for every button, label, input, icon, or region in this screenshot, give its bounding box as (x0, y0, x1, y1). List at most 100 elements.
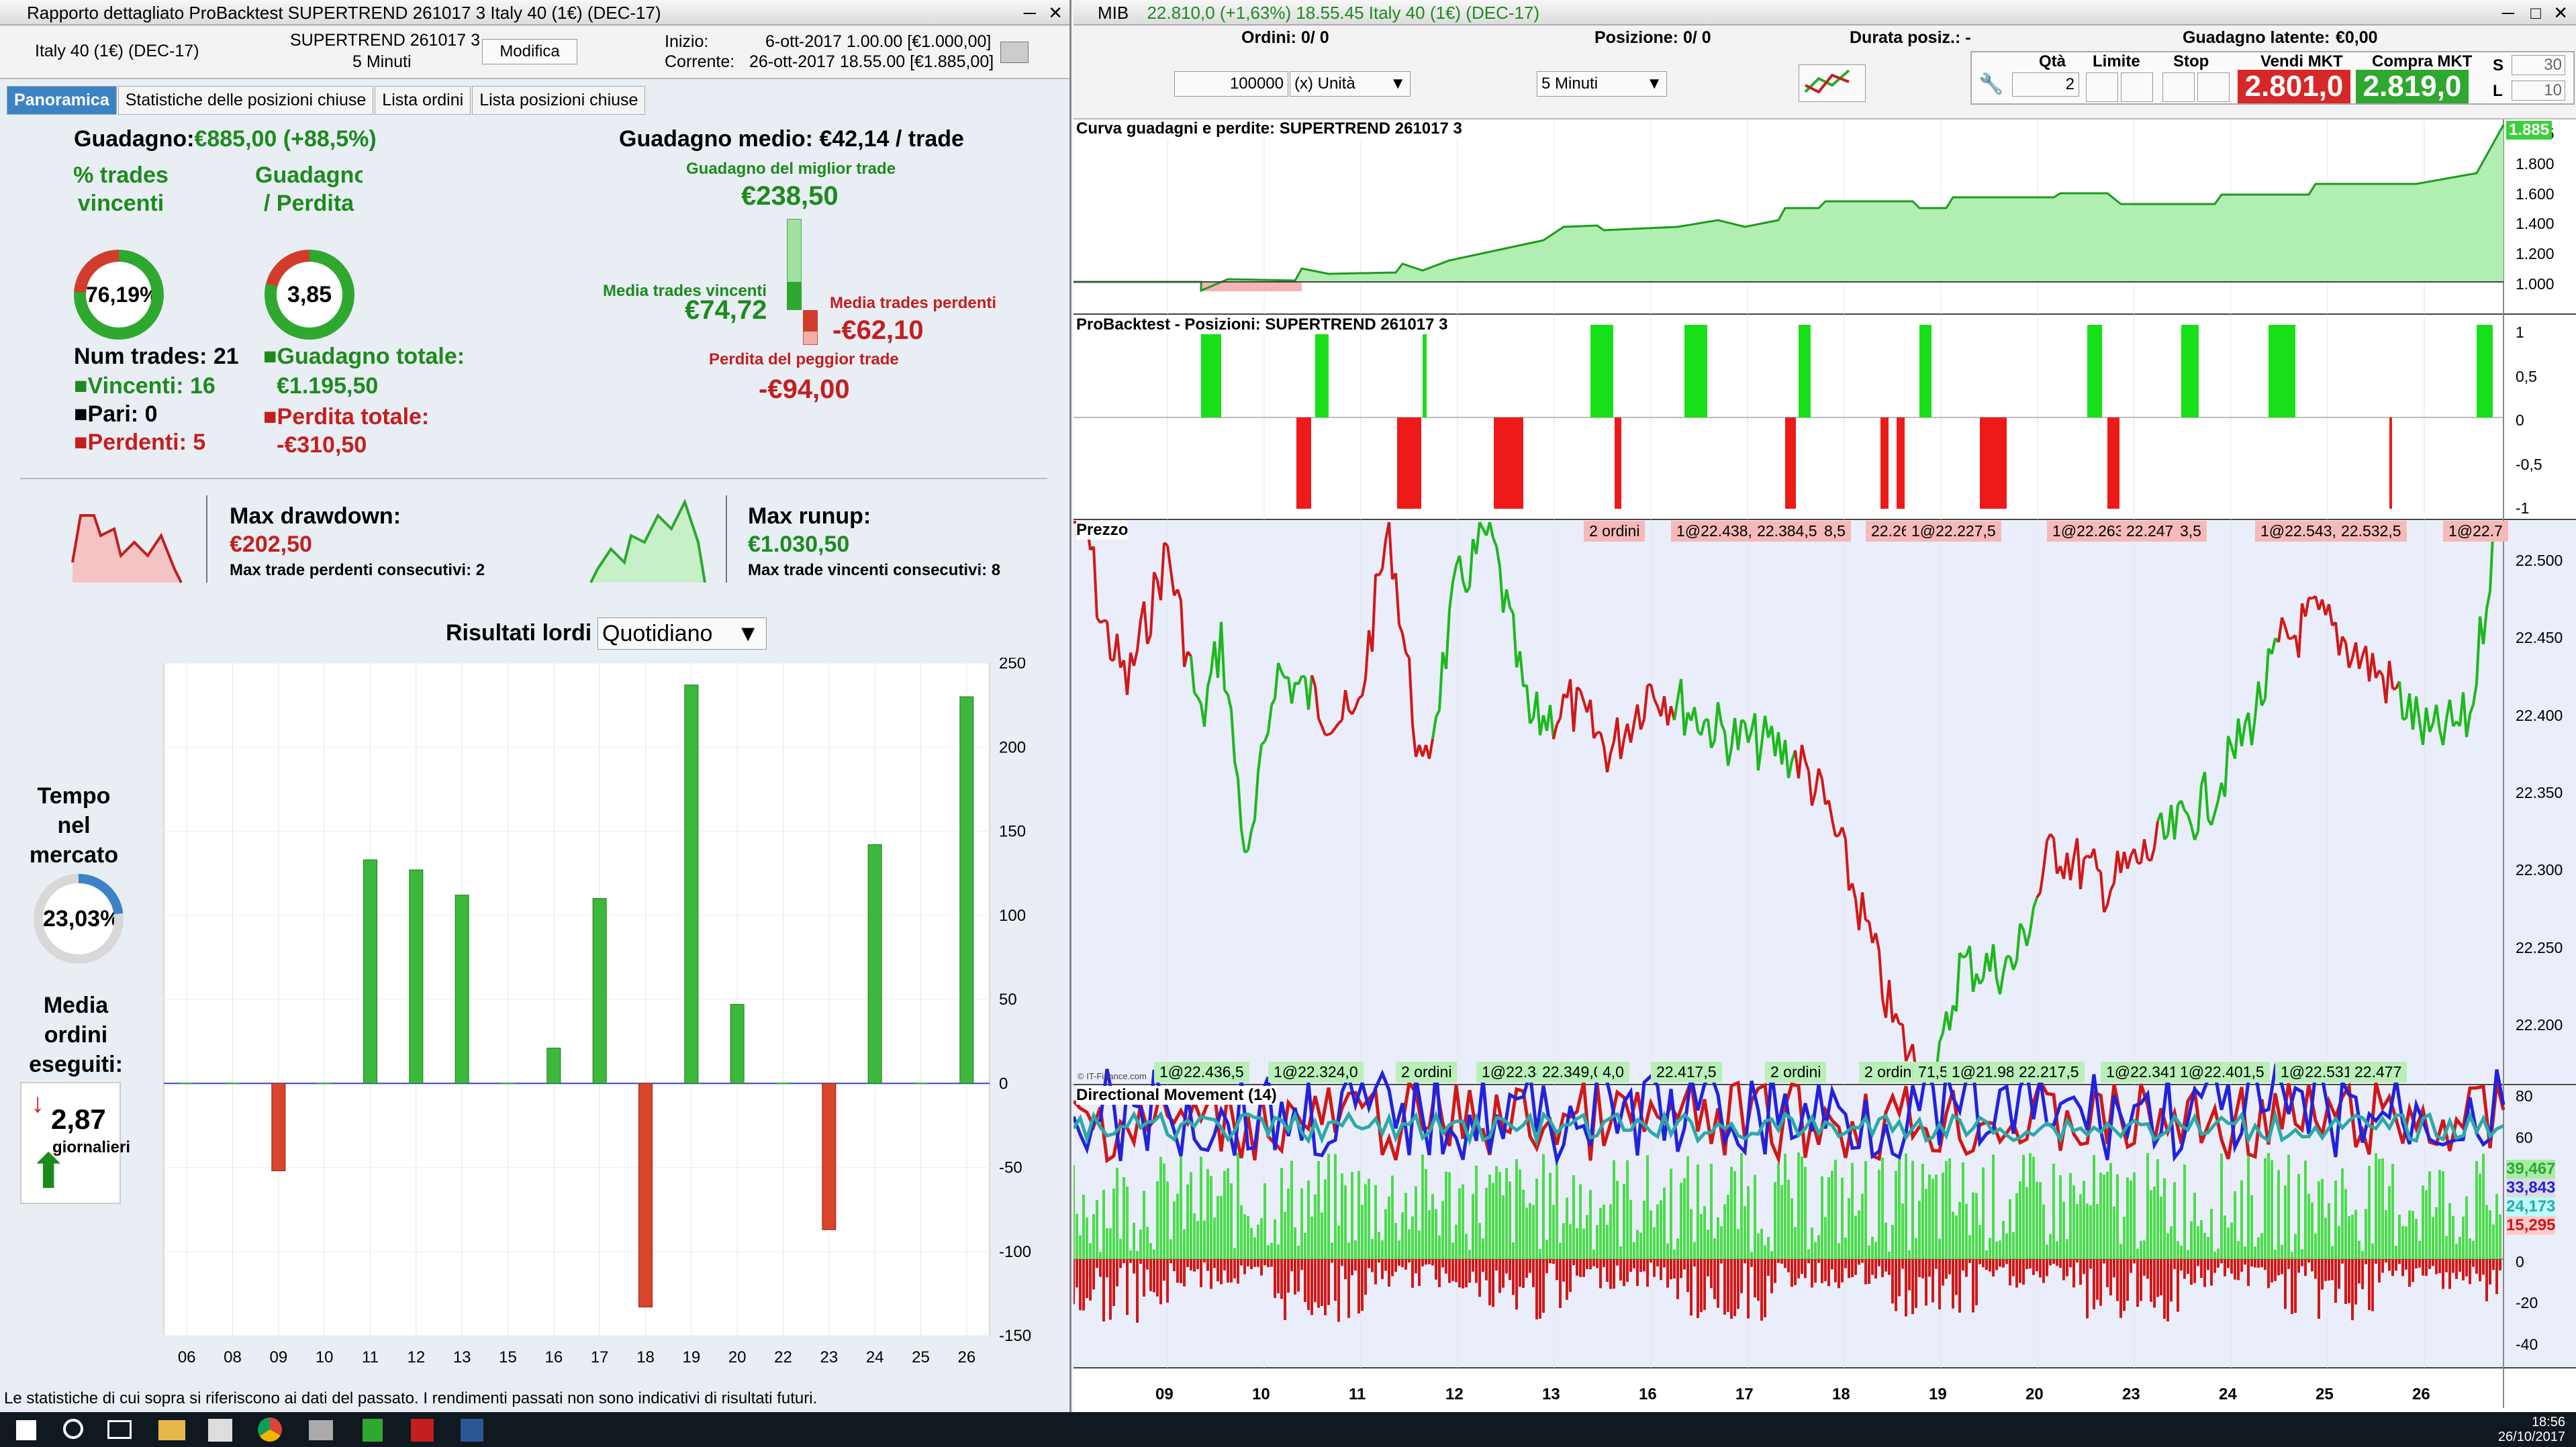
price-line (1629, 723, 1635, 743)
stop-buy-button[interactable] (2162, 72, 2195, 102)
price-line (2398, 681, 2404, 720)
system-clock[interactable]: 18:56 26/10/2017 (2498, 1415, 2565, 1444)
price-line (1321, 726, 1327, 736)
price-line (2036, 891, 2042, 899)
price-line (1260, 740, 1266, 746)
chrome-icon[interactable] (258, 1417, 282, 1442)
pct-win-label: % trades vincenti (73, 162, 169, 216)
print-icon[interactable] (1000, 42, 1029, 63)
network-app-icon[interactable] (309, 1420, 333, 1440)
price-line (1133, 650, 1139, 666)
s-input[interactable]: 30 (2512, 55, 2565, 75)
chart-type-icon[interactable] (1799, 64, 1866, 102)
x-tick-label: 18 (636, 1348, 655, 1366)
y-tick-label: 250 (999, 658, 1026, 672)
price-line (2284, 626, 2290, 640)
timeframe-select[interactable]: 5 Minuti ▼ (1537, 71, 1667, 97)
store-icon[interactable] (208, 1419, 232, 1442)
equity-tick: 1.800 (2516, 154, 2555, 172)
price-line (1451, 564, 1458, 583)
price-line (1206, 672, 1212, 687)
price-line (1277, 662, 1283, 673)
limit-label: Limite (2093, 52, 2140, 70)
price-line (1754, 713, 1760, 771)
order-tag: 22.417,5 (1651, 1062, 1722, 1083)
quantity-input[interactable]: 100000 (1174, 71, 1288, 97)
quote-text: 22.810,0 (+1,63%) 18.55.45 Italy 40 (1€)… (1147, 3, 1540, 23)
long-position-bar (2269, 325, 2295, 417)
drawdown-consec: Max trade perdenti consecutivi: 2 (230, 561, 485, 579)
results-mode-select[interactable]: Quotidiano ▼ (598, 617, 767, 650)
dm-tick: 0 (2516, 1252, 2524, 1270)
wrench-icon[interactable]: 🔧 (1978, 73, 2004, 95)
position-text: Posizione: 0 (1594, 28, 1692, 47)
timeframe-label: 5 Minuti (352, 52, 412, 71)
short-position-bar (2389, 417, 2392, 509)
minimize-icon[interactable]: ─ (1023, 3, 1036, 23)
long-position-bar (1201, 325, 1221, 417)
runup-chart (589, 495, 727, 583)
modify-button[interactable]: Modifica (482, 39, 577, 64)
equity-line (1074, 124, 2505, 293)
tab-closed-stats[interactable]: Statistiche delle posizioni chiuse (117, 86, 374, 115)
order-bar: Ordini: 0/ 0 Posizione: 0/ 0 Durata posi… (1074, 26, 2576, 119)
acrobat-icon[interactable] (411, 1419, 434, 1442)
task-view-icon[interactable] (107, 1420, 132, 1439)
minimize-icon[interactable]: ─ (2501, 3, 2514, 23)
price-line (1408, 658, 1414, 725)
price-line (1680, 679, 1686, 736)
price-line (1448, 582, 1454, 610)
l-input[interactable]: 10 (2512, 81, 2565, 101)
tab-closed-positions[interactable]: Lista posizioni chiuse (472, 86, 646, 115)
limit-sell-button[interactable] (2121, 72, 2153, 102)
unit-select[interactable]: (x) Unità ▼ (1290, 71, 1411, 97)
dm-value-label: 15,295 (2506, 1216, 2556, 1235)
price-line (1643, 685, 1649, 719)
equity-loss-area (1201, 282, 1302, 291)
word-icon[interactable] (461, 1419, 483, 1442)
windows-start-icon[interactable] (16, 1420, 36, 1440)
order-tag: 1@22.401,5 (2175, 1062, 2270, 1083)
limit-buy-button[interactable] (2086, 72, 2118, 102)
price-line (1280, 671, 1286, 679)
price-line (2150, 847, 2156, 861)
order-tag: 1@22.227,5 (1906, 521, 2001, 542)
price-line (1274, 662, 1280, 699)
price-line (1263, 732, 1270, 742)
price-line (1841, 826, 1847, 840)
tab-overview[interactable]: Panoramica (7, 86, 117, 115)
price-title: Prezzo (1076, 521, 1129, 540)
price-line (1186, 650, 1192, 658)
price-line (1727, 747, 1733, 766)
price-line (2250, 717, 2256, 746)
qty-input[interactable]: 2 (2012, 72, 2079, 97)
trading-chart-window: MIB 22.810,0 (+1,63%) 18.55.45 Italy 40 … (1074, 0, 2576, 1412)
close-icon[interactable]: ✕ (1048, 3, 1063, 23)
short-position-bar (1494, 417, 1523, 509)
sell-market-button[interactable]: 2.801,0 (2238, 70, 2350, 103)
x-date-label: 25 (2316, 1385, 2334, 1403)
stop-sell-button[interactable] (2197, 72, 2230, 102)
buy-market-button[interactable]: 2.819,0 (2356, 70, 2469, 103)
prorealtime-icon[interactable] (363, 1419, 383, 1442)
price-tick: 22.300 (2516, 861, 2563, 879)
tempo-value: 23,03% (43, 883, 114, 954)
file-explorer-icon[interactable] (158, 1420, 185, 1440)
price-line (2371, 652, 2377, 679)
equity-area (1074, 125, 2503, 291)
y-tick-label: -100 (999, 1243, 1031, 1261)
price-line (1344, 689, 1350, 711)
maximize-icon[interactable]: □ (2530, 3, 2541, 23)
chart-titlebar: MIB 22.810,0 (+1,63%) 18.55.45 Italy 40 … (1074, 0, 2576, 26)
price-line (2425, 707, 2431, 733)
price-line (1616, 717, 1622, 760)
gain-heading: Guadagno:€885,00 (+88,5%) (74, 126, 377, 152)
long-position-bar (2181, 325, 2199, 417)
result-bar (822, 1083, 837, 1230)
price-line (1975, 973, 1981, 985)
search-icon[interactable] (63, 1419, 83, 1439)
close-icon[interactable]: ✕ (2553, 3, 2568, 23)
price-line (1851, 883, 1857, 900)
result-bar (271, 1083, 286, 1172)
tab-orders[interactable]: Lista ordini (375, 86, 471, 115)
